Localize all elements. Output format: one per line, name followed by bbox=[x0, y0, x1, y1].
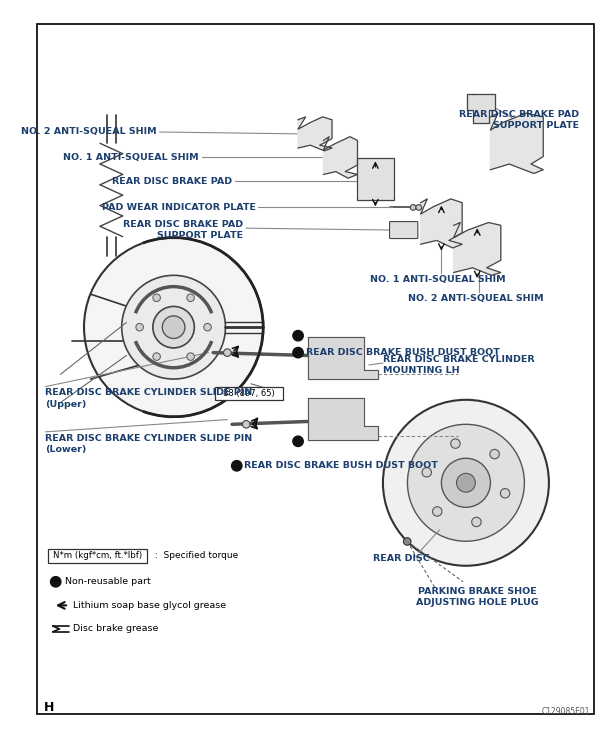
Circle shape bbox=[122, 275, 226, 379]
Polygon shape bbox=[298, 117, 332, 151]
Text: PAD WEAR INDICATOR PLATE: PAD WEAR INDICATOR PLATE bbox=[101, 203, 256, 212]
Circle shape bbox=[404, 538, 411, 545]
Circle shape bbox=[153, 294, 161, 302]
Circle shape bbox=[232, 461, 242, 471]
Bar bbox=[356, 159, 394, 200]
Circle shape bbox=[422, 468, 432, 477]
Circle shape bbox=[383, 400, 549, 566]
FancyBboxPatch shape bbox=[389, 221, 418, 238]
Text: NO. 2 ANTI-SQUEAL SHIM: NO. 2 ANTI-SQUEAL SHIM bbox=[408, 294, 543, 303]
Text: REAR DISC BRAKE PAD
SUPPORT PLATE: REAR DISC BRAKE PAD SUPPORT PLATE bbox=[459, 110, 579, 130]
Circle shape bbox=[408, 424, 524, 541]
Circle shape bbox=[84, 238, 263, 417]
Polygon shape bbox=[324, 137, 358, 178]
Circle shape bbox=[136, 323, 143, 331]
Bar bbox=[48, 549, 147, 563]
Text: REAR DISC BRAKE PAD: REAR DISC BRAKE PAD bbox=[112, 176, 232, 185]
Circle shape bbox=[293, 436, 303, 446]
Text: REAR DISC: REAR DISC bbox=[374, 554, 430, 562]
Text: Disc brake grease: Disc brake grease bbox=[73, 624, 158, 633]
Text: N*m (kgf*cm, ft.*lbf): N*m (kgf*cm, ft.*lbf) bbox=[53, 551, 141, 560]
Text: NO. 2 ANTI-SQUEAL SHIM: NO. 2 ANTI-SQUEAL SHIM bbox=[21, 128, 156, 137]
Polygon shape bbox=[491, 113, 543, 173]
Text: REAR DISC BRAKE PAD
SUPPORT PLATE: REAR DISC BRAKE PAD SUPPORT PLATE bbox=[123, 220, 244, 240]
Text: :  Specified torque: : Specified torque bbox=[152, 551, 238, 560]
Circle shape bbox=[293, 331, 303, 341]
Circle shape bbox=[500, 489, 510, 498]
Text: REAR DISC BRAKE CYLINDER SLIDE PIN
(Lower): REAR DISC BRAKE CYLINDER SLIDE PIN (Lowe… bbox=[45, 434, 253, 454]
Text: 88 (897, 65): 88 (897, 65) bbox=[223, 389, 275, 398]
Text: REAR DISC BRAKE CYLINDER SLIDE PIN
(Upper): REAR DISC BRAKE CYLINDER SLIDE PIN (Uppe… bbox=[45, 388, 253, 409]
Text: Lithium soap base glycol grease: Lithium soap base glycol grease bbox=[73, 601, 226, 610]
Text: PARKING BRAKE SHOE
ADJUSTING HOLE PLUG: PARKING BRAKE SHOE ADJUSTING HOLE PLUG bbox=[416, 587, 538, 607]
Bar bbox=[215, 387, 283, 400]
Polygon shape bbox=[467, 94, 495, 123]
Text: REAR DISC BRAKE BUSH DUST BOOT: REAR DISC BRAKE BUSH DUST BOOT bbox=[306, 348, 500, 357]
Circle shape bbox=[153, 306, 195, 348]
Text: H: H bbox=[44, 700, 54, 714]
Circle shape bbox=[490, 449, 499, 459]
Circle shape bbox=[51, 576, 61, 587]
Circle shape bbox=[293, 348, 303, 358]
Polygon shape bbox=[307, 398, 378, 441]
Text: NO. 1 ANTI-SQUEAL SHIM: NO. 1 ANTI-SQUEAL SHIM bbox=[63, 153, 199, 162]
Circle shape bbox=[187, 353, 195, 360]
Circle shape bbox=[153, 353, 161, 360]
Polygon shape bbox=[421, 199, 462, 248]
Text: NO. 1 ANTI-SQUEAL SHIM: NO. 1 ANTI-SQUEAL SHIM bbox=[370, 275, 506, 284]
Circle shape bbox=[223, 349, 231, 356]
Text: C129085E01: C129085E01 bbox=[542, 708, 590, 717]
Circle shape bbox=[410, 204, 416, 210]
Circle shape bbox=[472, 517, 481, 527]
Circle shape bbox=[204, 323, 211, 331]
Text: Non-reusable part: Non-reusable part bbox=[65, 577, 151, 586]
Circle shape bbox=[416, 204, 421, 210]
Circle shape bbox=[451, 439, 460, 448]
Circle shape bbox=[162, 316, 185, 339]
Circle shape bbox=[433, 507, 442, 516]
Polygon shape bbox=[307, 337, 378, 379]
Text: REAR DISC BRAKE BUSH DUST BOOT: REAR DISC BRAKE BUSH DUST BOOT bbox=[244, 461, 438, 470]
Circle shape bbox=[242, 421, 250, 428]
Circle shape bbox=[441, 458, 491, 507]
Circle shape bbox=[457, 473, 475, 492]
Polygon shape bbox=[454, 223, 501, 275]
Text: REAR DISC BRAKE CYLINDER
MOUNTING LH: REAR DISC BRAKE CYLINDER MOUNTING LH bbox=[383, 355, 534, 375]
Circle shape bbox=[187, 294, 195, 302]
